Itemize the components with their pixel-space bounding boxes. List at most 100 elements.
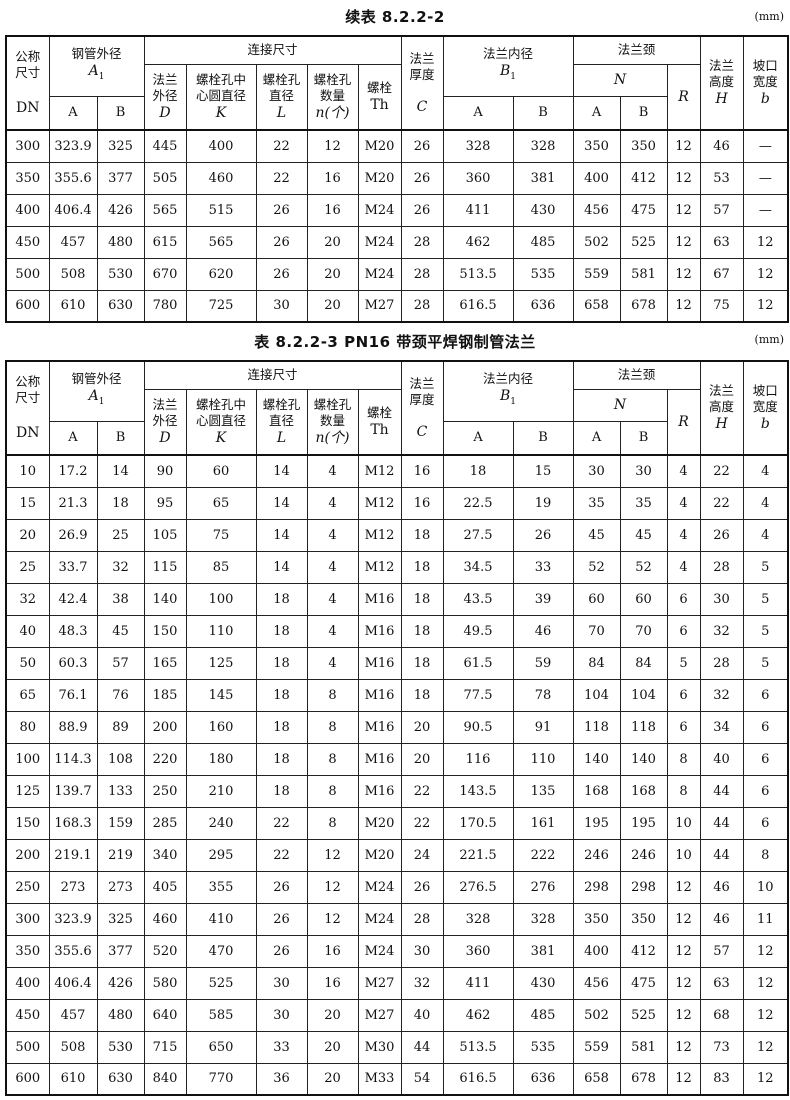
symbol-subscript: 1 (510, 397, 517, 408)
table-cell: 456 (572, 193, 621, 227)
table-cell: 150 (5, 806, 50, 840)
table-cell: 616.5 (442, 289, 514, 323)
table-cell: 210 (185, 774, 257, 808)
header-id-col-a: A (442, 95, 514, 131)
table-cell: 565 (143, 193, 187, 227)
table-cell: 22.5 (442, 486, 514, 520)
table-cell: M12 (357, 550, 402, 584)
symbol-text: DN (16, 425, 40, 441)
table-cell: 513.5 (442, 257, 514, 291)
header-label: 公称 (15, 49, 41, 64)
table-cell: 26 (255, 870, 308, 904)
table-cell: M16 (357, 742, 402, 776)
symbol-text: L (276, 104, 287, 121)
table-cell: 6 (742, 742, 789, 776)
header-label: 法兰 (709, 58, 735, 73)
table-cell: 273 (96, 870, 145, 904)
table-cell: 40 (699, 742, 744, 776)
header-label: 法兰 (152, 71, 178, 87)
table-cell: 46 (699, 902, 744, 936)
table-cell: 355.6 (48, 934, 98, 968)
table-cell: 91 (512, 710, 574, 744)
table-row: 300 323.9 325 460 410 26 12 M24 28 328 328 350 350 12… (5, 902, 789, 936)
table-cell: 502 (572, 225, 621, 259)
header-label: 钢管外径 (71, 371, 122, 387)
header-pipe-col-b: B (96, 420, 145, 456)
header-bolt-count: 螺栓孔 数量 n(个) (306, 63, 359, 131)
header-label: 法兰颈 (617, 367, 656, 383)
table-cell: 426 (96, 966, 145, 1000)
table-cell: 4 (306, 614, 359, 648)
table-cell: 60 (619, 582, 668, 616)
table-cell: 8 (306, 806, 359, 840)
symbol-subscript: 1 (98, 397, 105, 408)
table-cell: 508 (48, 257, 98, 291)
table-cell: 8 (666, 742, 701, 776)
symbol-text: n(个) (315, 429, 350, 446)
table-cell: 18 (255, 646, 308, 680)
table-cell: 12 (666, 161, 701, 195)
unit-label: (mm) (754, 10, 784, 23)
table-cell: 4 (742, 454, 789, 488)
table-cell: 4 (666, 518, 701, 552)
table-cell: 32 (400, 966, 444, 1000)
header-symbol: K (187, 429, 256, 447)
table-cell: M30 (357, 1030, 402, 1064)
table-cell: 45 (96, 614, 145, 648)
header-bolt-circle: 螺栓孔中 心圆直径 K (185, 388, 257, 456)
header-neck-col-a: A (572, 420, 621, 456)
table-cell: 22 (255, 161, 308, 195)
table-cell: 27.5 (442, 518, 514, 552)
header-symbol: DN (7, 424, 49, 442)
table-cell: 406.4 (48, 966, 98, 1000)
header-pipe-od: 钢管外径 A1 (48, 35, 145, 97)
header-neck-n: N (572, 388, 668, 422)
table-cell: 45 (619, 518, 668, 552)
table-cell: 276.5 (442, 870, 514, 904)
table-cell: 28 (400, 902, 444, 936)
table-cell: 12 (666, 870, 701, 904)
table-cell: 14 (255, 550, 308, 584)
table-cell: M24 (357, 225, 402, 259)
table-cell: 381 (512, 934, 574, 968)
header-bolt-count: 螺栓孔 数量 n(个) (306, 388, 359, 456)
table-cell: 508 (48, 1030, 98, 1064)
table-cell: 12 (742, 225, 789, 259)
table-cell: 26 (512, 518, 574, 552)
table-cell: 68 (699, 998, 744, 1032)
table-cell: M24 (357, 902, 402, 936)
table-cell: 125 (5, 774, 50, 808)
table-cell: 12 (666, 1030, 701, 1064)
symbol-text: N (613, 72, 627, 88)
table-cell: 6 (666, 582, 701, 616)
table-cell: 8 (666, 774, 701, 808)
table-cell: 4 (306, 518, 359, 552)
table-cell: 28 (699, 646, 744, 680)
table-cell: 530 (96, 1030, 145, 1064)
table-cell: 462 (442, 998, 514, 1032)
table-cell: 80 (5, 710, 50, 744)
table-cell: M27 (357, 289, 402, 323)
header-bolt-hole: 螺栓孔 直径 L (255, 63, 308, 131)
table-cell: 185 (143, 678, 187, 712)
table-cell: 42.4 (48, 582, 98, 616)
table-cell: 480 (96, 998, 145, 1032)
header-label: A (68, 105, 78, 121)
table-row: 400 406.4 426 565 515 26 16 M24 26 411 430 456 475 12… (5, 193, 789, 227)
table-cell: 350 (5, 934, 50, 968)
table-cell: 5 (742, 646, 789, 680)
table-cell: 462 (442, 225, 514, 259)
table-cell: 636 (512, 289, 574, 323)
table-cell: 26.9 (48, 518, 98, 552)
table-cell: 39 (512, 582, 574, 616)
header-label: 高度 (709, 74, 735, 89)
table-cell: 18 (255, 710, 308, 744)
table-cell: 658 (572, 289, 621, 323)
table-cell: 17.2 (48, 454, 98, 488)
header-label: 宽度 (752, 74, 778, 89)
table-cell: 22 (255, 806, 308, 840)
table-cell: 715 (143, 1030, 187, 1064)
symbol-text: L (276, 429, 287, 446)
table-cell: 12 (742, 289, 789, 323)
table-cell: M16 (357, 710, 402, 744)
